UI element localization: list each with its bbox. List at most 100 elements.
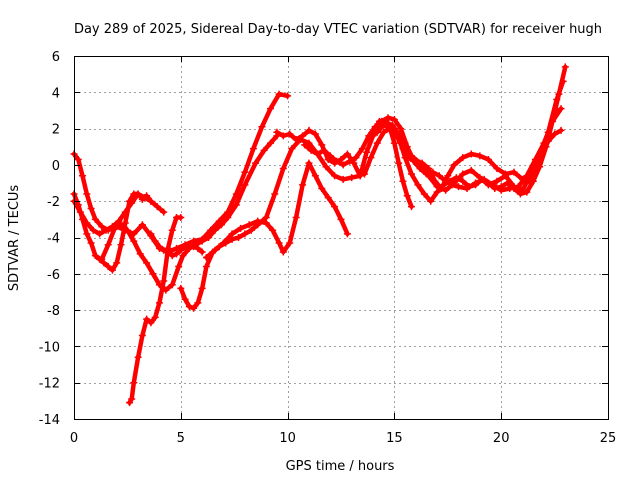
data-point (232, 201, 240, 209)
data-point (117, 241, 125, 249)
data-point (275, 90, 283, 98)
data-point (123, 226, 131, 234)
data-point (241, 230, 249, 238)
series-s8 (202, 159, 351, 261)
x-tick-label: 25 (600, 431, 617, 446)
data-series-layer (70, 63, 569, 407)
data-point (117, 221, 125, 229)
data-point (557, 105, 565, 113)
data-point (412, 157, 420, 165)
data-point (98, 223, 106, 231)
data-point (529, 177, 537, 185)
data-point (130, 379, 138, 387)
data-point (121, 219, 129, 227)
data-point (89, 226, 97, 234)
data-point (352, 154, 360, 162)
data-point (446, 177, 454, 185)
data-point (401, 154, 409, 162)
data-point (153, 203, 161, 211)
data-point (459, 154, 467, 162)
data-point (373, 128, 381, 136)
data-point (211, 226, 219, 234)
data-point (491, 184, 499, 192)
data-point (299, 181, 307, 189)
data-point (136, 250, 144, 258)
y-tick-label: 4 (52, 86, 60, 101)
data-point (126, 399, 134, 407)
data-point (190, 243, 198, 251)
data-point (431, 177, 439, 185)
data-point (484, 155, 492, 163)
series-s6 (147, 230, 206, 260)
data-point (384, 114, 392, 122)
data-point (427, 197, 435, 205)
data-point (360, 170, 368, 178)
data-point (130, 237, 138, 245)
data-point (76, 208, 84, 216)
data-point (108, 266, 116, 274)
data-point (425, 165, 433, 173)
series-s12 (369, 63, 569, 205)
data-point (138, 221, 146, 229)
data-point (160, 277, 168, 285)
data-point (531, 155, 539, 163)
data-point (343, 150, 351, 158)
data-point (83, 190, 91, 198)
data-point (128, 395, 136, 403)
data-point (279, 132, 287, 140)
data-point (420, 190, 428, 198)
data-point (194, 244, 202, 252)
y-tick-label: -12 (39, 377, 60, 392)
data-point (536, 163, 544, 171)
data-point (292, 135, 300, 143)
data-point (175, 263, 183, 271)
data-point (185, 302, 193, 310)
data-point (286, 130, 294, 138)
data-point (160, 246, 168, 254)
data-point (510, 184, 518, 192)
data-point (305, 159, 313, 167)
data-point (395, 159, 403, 167)
data-point (185, 241, 193, 249)
data-point (551, 130, 559, 138)
data-point (444, 172, 452, 180)
data-point (128, 199, 136, 207)
data-point (548, 117, 556, 125)
data-point (320, 146, 328, 154)
data-point (440, 181, 448, 189)
data-point (337, 215, 345, 223)
data-point (87, 239, 95, 247)
data-point (241, 168, 249, 176)
data-point (211, 246, 219, 254)
data-point (220, 239, 228, 247)
data-point (348, 174, 356, 182)
series-s10 (301, 105, 565, 194)
data-point (557, 126, 565, 134)
data-point (198, 284, 206, 292)
data-point (279, 165, 287, 173)
data-point (177, 284, 185, 292)
data-point (504, 179, 512, 187)
data-point (271, 190, 279, 198)
data-point (339, 175, 347, 183)
data-point (215, 217, 223, 225)
y-tick-label: -8 (47, 304, 60, 319)
data-point (472, 181, 480, 189)
data-point (484, 179, 492, 187)
data-point (561, 63, 569, 71)
data-point (386, 125, 394, 133)
data-point (363, 148, 371, 156)
data-point (403, 192, 411, 200)
data-point (228, 230, 236, 238)
data-point (134, 190, 142, 198)
data-point (179, 252, 187, 260)
series-s3 (70, 190, 168, 238)
data-point (311, 172, 319, 180)
data-point (493, 177, 501, 185)
data-point (267, 139, 275, 147)
data-point (407, 170, 415, 178)
y-tick-label: -6 (47, 268, 60, 283)
data-point (273, 128, 281, 136)
data-point (390, 139, 398, 147)
